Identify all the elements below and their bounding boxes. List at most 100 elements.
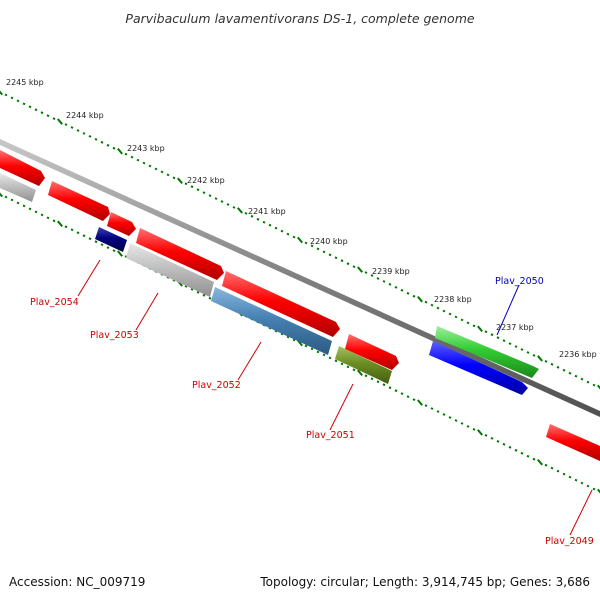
gene-plav-2050-arrow[interactable] xyxy=(435,326,539,378)
inner-tick-75 xyxy=(448,416,452,419)
gene-red-5[interactable] xyxy=(345,334,399,370)
gene-grey-left[interactable] xyxy=(0,173,36,202)
outer-tick-78 xyxy=(466,321,470,325)
outer-tick-6 xyxy=(34,108,38,112)
outer-tick-90 xyxy=(537,355,543,362)
inner-tick-13 xyxy=(76,231,80,235)
outer-tick-8 xyxy=(46,114,50,118)
inner-tick-18 xyxy=(106,246,110,250)
inner-tick-91 xyxy=(544,463,548,467)
outer-tick-44 xyxy=(262,220,266,224)
inner-tick-62 xyxy=(370,377,374,381)
outer-tick-97 xyxy=(580,377,584,381)
outer-tick-83 xyxy=(496,336,500,340)
inner-tick-31 xyxy=(184,285,188,288)
inner-tick-94 xyxy=(562,472,566,476)
outer-tick-88 xyxy=(526,351,530,354)
kbp-scale-inner xyxy=(0,192,600,494)
inner-tick-63 xyxy=(376,380,380,384)
inner-tick-66 xyxy=(394,389,398,393)
inner-tick-5 xyxy=(28,207,32,211)
outer-tick-5 xyxy=(28,105,32,109)
tick-label-2240: 2240 kbp xyxy=(310,237,348,246)
inner-tick-65 xyxy=(388,386,392,390)
outer-tick-66 xyxy=(394,285,398,289)
outer-tick-38 xyxy=(226,203,230,206)
inner-tick-33 xyxy=(196,290,200,294)
inner-tick-60 xyxy=(357,369,363,377)
inner-tick-1 xyxy=(4,195,8,199)
inner-tick-2 xyxy=(10,198,14,202)
gene-label-plav-2050[interactable]: Plav_2050 xyxy=(495,276,544,287)
outer-tick-85 xyxy=(508,342,512,345)
outer-tick-75 xyxy=(448,312,452,316)
gene-label-plav-2053[interactable]: Plav_2053 xyxy=(90,330,139,341)
inner-tick-47 xyxy=(280,332,284,336)
gene-plav-2054-arrow[interactable] xyxy=(95,227,127,252)
gene-plav-2049-arrow[interactable] xyxy=(546,424,600,461)
outer-tick-81 xyxy=(484,330,488,334)
gene-red-3[interactable] xyxy=(136,228,224,280)
outer-tick-37 xyxy=(220,200,224,203)
outer-tick-61 xyxy=(364,271,368,274)
inner-tick-49 xyxy=(292,338,296,342)
gene-label-plav-2054[interactable]: Plav_2054 xyxy=(30,297,79,308)
outer-tick-47 xyxy=(280,229,284,233)
outer-tick-26 xyxy=(154,167,158,171)
outer-tick-33 xyxy=(196,188,200,192)
outer-tick-53 xyxy=(316,247,320,251)
outer-tick-67 xyxy=(400,288,404,292)
outer-tick-49 xyxy=(292,235,296,239)
inner-tick-46 xyxy=(274,329,278,333)
inner-tick-72 xyxy=(430,407,434,410)
tick-label-2238: 2238 kbp xyxy=(434,295,472,304)
tick-label-2239: 2239 kbp xyxy=(372,267,410,276)
inner-tick-100 xyxy=(597,488,600,494)
gene-red-4[interactable] xyxy=(222,271,340,337)
outer-tick-54 xyxy=(322,250,326,254)
inner-tick-78 xyxy=(466,425,470,428)
outer-tick-21 xyxy=(124,152,128,156)
inner-tick-68 xyxy=(406,395,410,399)
inner-tick-15 xyxy=(88,237,92,241)
gene-labels: Plav_2054 Plav_2053 Plav_2052 Plav_2051 … xyxy=(30,276,594,547)
inner-tick-90 xyxy=(537,458,543,466)
gene-label-plav-2049[interactable]: Plav_2049 xyxy=(545,536,594,547)
inner-tick-82 xyxy=(490,436,494,440)
outer-tick-13 xyxy=(76,129,80,132)
inner-tick-53 xyxy=(316,350,320,354)
gene-plav-2050-blue[interactable] xyxy=(429,341,528,395)
outer-tick-72 xyxy=(430,303,434,307)
gene-label-plav-2052[interactable]: Plav_2052 xyxy=(192,380,241,391)
inner-tick-34 xyxy=(202,293,206,297)
outer-tick-92 xyxy=(550,362,554,366)
outer-tick-86 xyxy=(514,345,518,348)
outer-tick-4 xyxy=(22,102,26,106)
inner-tick-6 xyxy=(34,210,38,214)
inner-tick-83 xyxy=(496,439,500,443)
gene-arrow-left-edge[interactable] xyxy=(0,150,45,186)
outer-tick-77 xyxy=(460,318,464,322)
gene-label-plav-2051[interactable]: Plav_2051 xyxy=(306,430,355,441)
tick-label-2242: 2242 kbp xyxy=(187,176,225,185)
outer-tick-100 xyxy=(597,384,600,390)
outer-tick-42 xyxy=(250,214,254,218)
tick-label-2243: 2243 kbp xyxy=(127,144,165,153)
genome-backbone xyxy=(0,139,600,417)
gene-red-2[interactable] xyxy=(107,212,136,236)
outer-tick-68 xyxy=(406,291,410,295)
gene-plav-2052-arrow[interactable] xyxy=(211,287,332,355)
outer-tick-39 xyxy=(232,206,236,209)
inner-tick-89 xyxy=(532,457,536,461)
gene-red-1[interactable] xyxy=(48,181,110,221)
inner-tick-4 xyxy=(22,204,26,208)
outer-tick-58 xyxy=(346,262,350,266)
inner-tick-93 xyxy=(556,469,560,473)
outer-tick-17 xyxy=(100,140,104,144)
outer-tick-70 xyxy=(417,295,423,303)
outer-tick-2 xyxy=(10,96,14,100)
gene-plav-2051-arrow[interactable] xyxy=(335,346,392,384)
tick-label-2236: 2236 kbp xyxy=(559,350,597,359)
gene-plav-2053-arrow[interactable] xyxy=(126,243,214,297)
inner-tick-95 xyxy=(568,475,572,479)
